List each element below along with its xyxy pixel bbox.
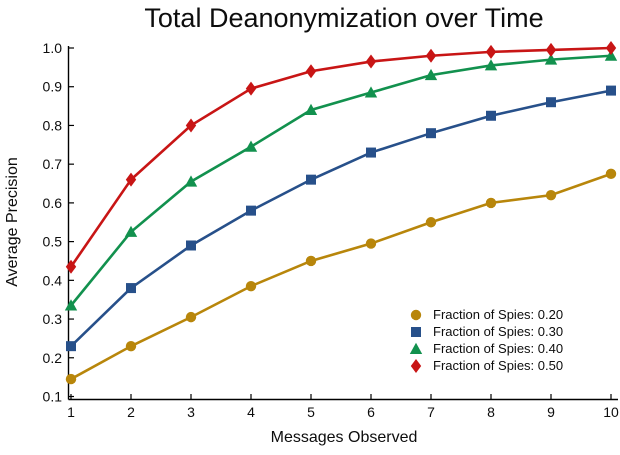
series-line-1 — [70, 89, 612, 348]
legend-item-2: Fraction of Spies: 0.40 — [408, 340, 563, 357]
series-marker-diamond — [65, 259, 77, 274]
legend-marker-glyph — [409, 342, 423, 354]
series-marker-triangle — [124, 225, 138, 237]
series-marker-square — [126, 283, 136, 294]
series-marker-triangle — [244, 140, 258, 152]
legend-marker-circle-icon — [410, 309, 422, 320]
series-3 — [65, 41, 617, 274]
series-marker-triangle — [604, 49, 618, 61]
series-line-0 — [70, 172, 612, 381]
series-1 — [66, 85, 616, 352]
legend-item-1: Fraction of Spies: 0.30 — [408, 323, 563, 340]
series-marker-square — [606, 85, 616, 96]
legend-marker-square-icon — [411, 326, 421, 337]
series-marker-square — [366, 147, 376, 158]
legend-item-3: Fraction of Spies: 0.50 — [408, 357, 563, 374]
y-tick-label: 0.6 — [43, 195, 63, 211]
series-marker-square — [66, 341, 76, 352]
x-tick-label: 2 — [127, 404, 135, 420]
legend: Fraction of Spies: 0.20 Fraction of Spies… — [408, 306, 563, 374]
series-marker-circle — [125, 340, 137, 352]
legend-marker-triangle-icon — [409, 342, 423, 354]
series-marker-diamond — [185, 118, 197, 133]
legend-marker-glyph — [411, 326, 421, 337]
series-marker-triangle — [184, 175, 198, 187]
y-tick-label: 0.2 — [43, 350, 63, 366]
series-0 — [65, 168, 617, 385]
series-marker-triangle — [484, 59, 498, 71]
series-marker-circle — [185, 311, 197, 323]
x-tick-label: 10 — [603, 404, 619, 420]
chart-title: Total Deanonymization over Time — [144, 3, 544, 33]
series-marker-diamond — [425, 48, 437, 63]
x-tick-label: 4 — [247, 404, 255, 420]
legend-item-0: Fraction of Spies: 0.20 — [408, 306, 563, 323]
legend-marker-glyph — [410, 358, 422, 373]
y-tick-label: 0.1 — [43, 389, 63, 405]
series-marker-diamond — [485, 44, 497, 59]
series-marker-square — [186, 240, 196, 251]
series-marker-circle — [605, 168, 617, 180]
series-marker-triangle — [64, 299, 78, 311]
y-tick-label: 0.9 — [43, 79, 63, 95]
legend-label: Fraction of Spies: 0.50 — [433, 358, 564, 373]
series-marker-triangle — [364, 86, 378, 98]
x-tick-label: 8 — [487, 404, 495, 420]
y-tick-label: 1.0 — [43, 40, 63, 56]
x-tick-label: 1 — [67, 404, 75, 420]
x-tick-label: 6 — [367, 404, 375, 420]
y-tick-label: 0.3 — [43, 311, 63, 327]
legend-label: Fraction of Spies: 0.20 — [433, 307, 564, 322]
series-marker-diamond — [605, 41, 617, 55]
y-tick-label: 0.8 — [43, 117, 63, 133]
series-marker-diamond — [125, 172, 137, 187]
series-marker-triangle — [544, 53, 558, 65]
series-marker-diamond — [545, 42, 557, 57]
y-tick-label: 0.5 — [43, 234, 63, 250]
legend-marker-glyph — [410, 309, 422, 320]
series-marker-diamond — [305, 64, 317, 79]
x-tick-label: 5 — [307, 404, 315, 420]
series-marker-circle — [65, 373, 77, 385]
x-tick-label: 3 — [187, 404, 195, 420]
series-marker-diamond — [365, 54, 377, 69]
series-marker-diamond — [245, 81, 257, 96]
x-axis-label: Messages Observed — [270, 429, 418, 446]
y-tick-label: 0.4 — [43, 272, 63, 288]
series-marker-square — [246, 205, 256, 216]
series-marker-circle — [545, 189, 557, 201]
series-marker-square — [486, 110, 496, 121]
series-marker-circle — [305, 255, 317, 267]
series-marker-circle — [245, 280, 257, 292]
x-tick-label: 7 — [427, 404, 435, 420]
series-line-3 — [69, 46, 612, 268]
series-marker-square — [546, 97, 556, 108]
y-tick-label: 0.7 — [43, 156, 63, 172]
series-marker-circle — [485, 197, 497, 209]
series-2 — [64, 49, 618, 311]
series-marker-triangle — [304, 103, 318, 115]
series-marker-square — [426, 128, 436, 139]
legend-marker-diamond-icon — [410, 358, 422, 373]
series-line-2 — [69, 54, 612, 307]
x-tick-label: 9 — [547, 404, 555, 420]
legend-label: Fraction of Spies: 0.40 — [433, 341, 564, 356]
series-marker-square — [306, 174, 316, 185]
series-marker-triangle — [424, 68, 438, 81]
series-marker-circle — [365, 238, 377, 249]
legend-label: Fraction of Spies: 0.30 — [433, 324, 564, 339]
series-marker-circle — [425, 217, 437, 228]
